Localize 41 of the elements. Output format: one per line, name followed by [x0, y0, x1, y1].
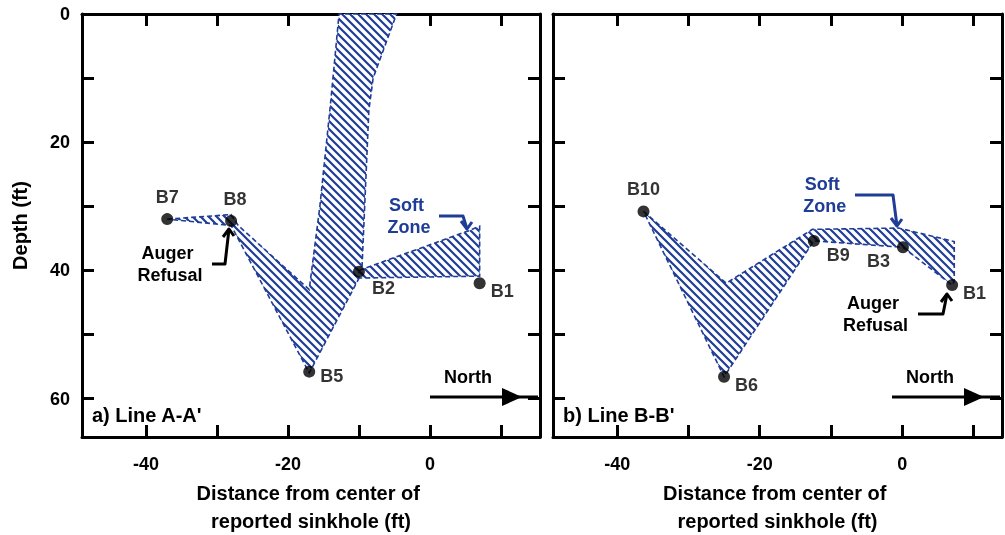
point: [946, 279, 959, 292]
x-tick-label: 0: [897, 454, 908, 474]
point: [161, 213, 174, 226]
data-label: B9: [826, 244, 850, 265]
point: [637, 205, 650, 218]
x-axis-title: Distance from center of reported sinkhole (ft): [196, 482, 426, 532]
y-tick-label: 40: [49, 260, 70, 281]
x-tick-label: -40: [604, 454, 631, 474]
x-tick-label: 0: [424, 454, 435, 474]
data-label: B5: [320, 365, 344, 386]
annotation: North: [906, 367, 954, 387]
annotation: Auger Refusal: [843, 293, 909, 336]
point: [896, 241, 909, 254]
annotation: Soft Zone: [387, 194, 431, 237]
annotation: Auger Refusal: [137, 243, 203, 286]
y-tick-label: 20: [49, 132, 70, 153]
data-label: B1: [963, 283, 987, 304]
data-label: B1: [490, 281, 514, 302]
data-label: B10: [627, 179, 661, 200]
y-tick-label: 0: [59, 4, 70, 24]
y-tick-label: 60: [49, 388, 70, 409]
annotation: North: [444, 367, 492, 387]
point: [473, 277, 486, 290]
point: [352, 265, 365, 278]
data-label: B2: [371, 277, 395, 298]
data-label: B8: [223, 189, 247, 210]
annotation: a) Line A-A': [92, 404, 202, 426]
x-tick-label: -20: [274, 454, 301, 474]
y-axis-title: Depth (ft): [9, 181, 31, 270]
annotation: b) Line B-B': [563, 404, 675, 426]
point: [303, 365, 316, 378]
x-axis-title: Distance from center of reported sinkhole (ft): [663, 482, 892, 532]
point: [225, 215, 238, 228]
x-tick-label: -40: [132, 454, 159, 474]
x-tick-label: -20: [746, 454, 773, 474]
point: [718, 370, 731, 383]
data-label: B6: [735, 374, 759, 395]
point: [807, 234, 820, 247]
data-label: B3: [866, 251, 890, 272]
annotation: Soft Zone: [803, 174, 847, 217]
data-label: B7: [155, 187, 179, 208]
